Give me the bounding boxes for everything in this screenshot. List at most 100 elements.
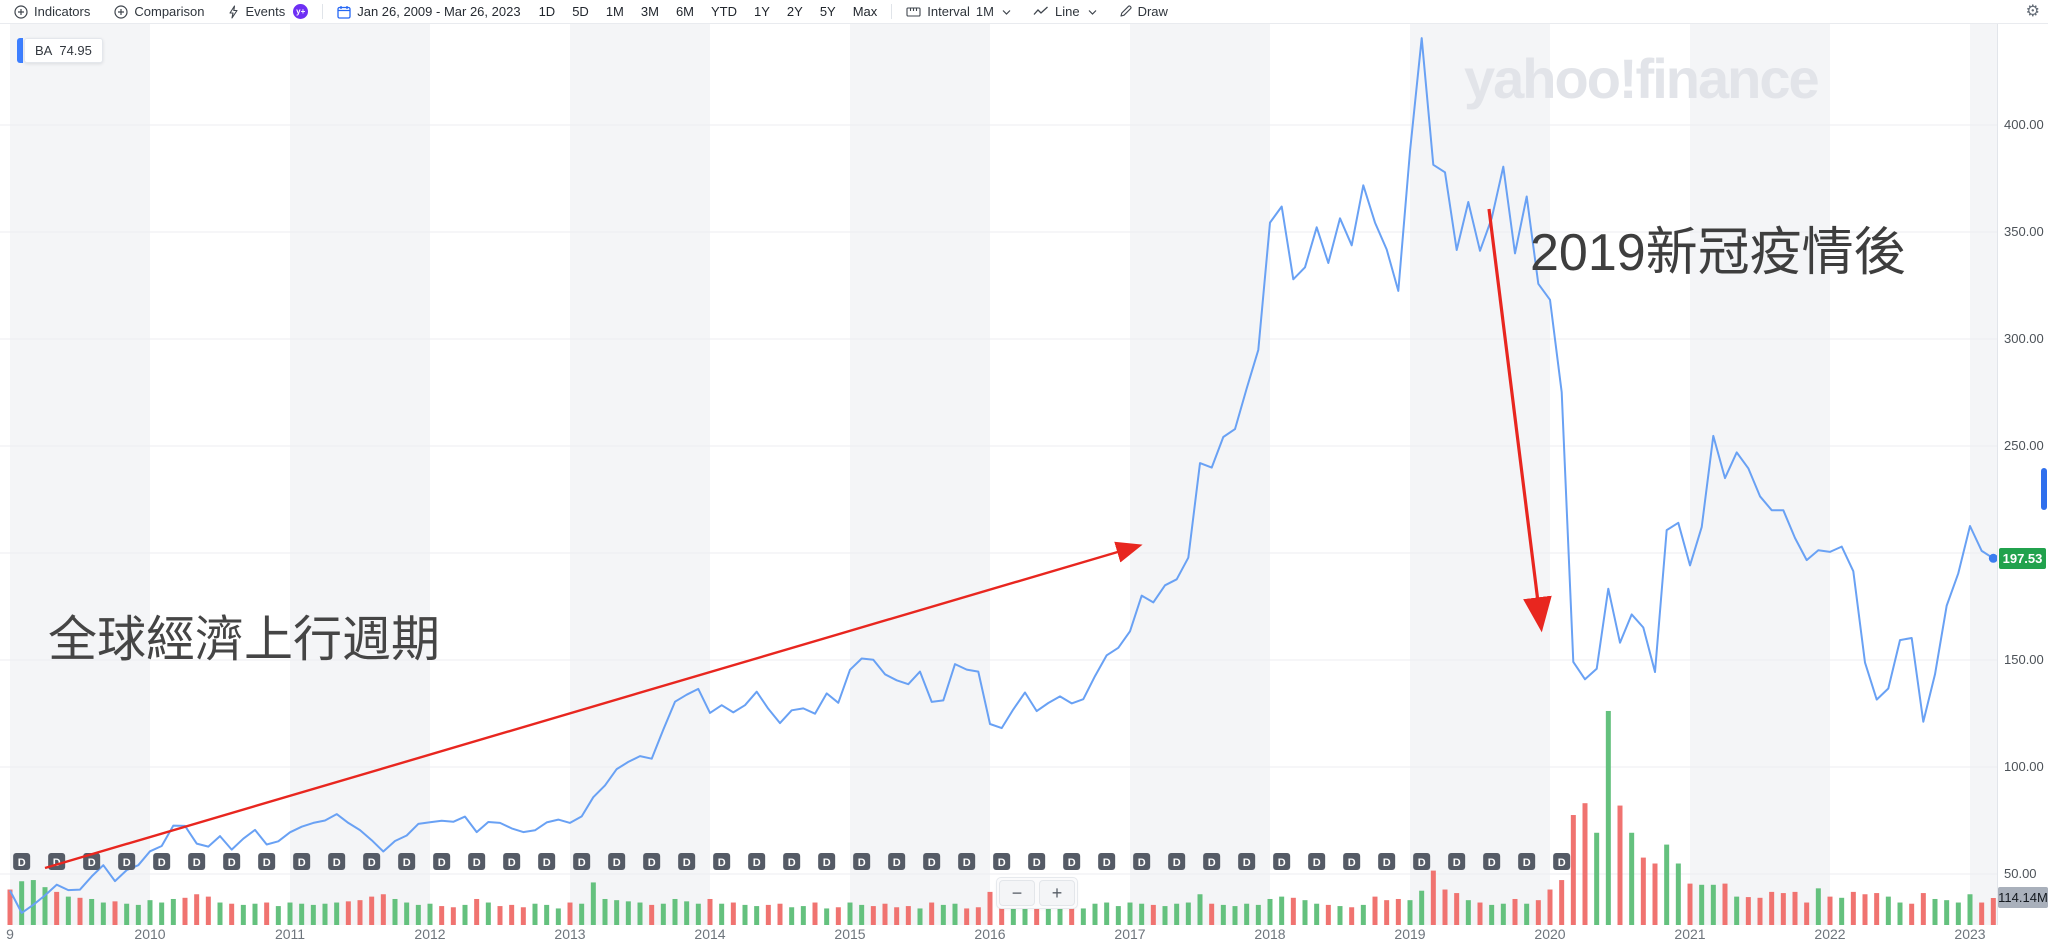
- volume-bar: [1337, 906, 1343, 925]
- svg-text:D: D: [1033, 857, 1041, 869]
- price-axis-label: 350.00: [2004, 224, 2044, 239]
- dividend-marker[interactable]: D: [223, 853, 241, 870]
- svg-text:D: D: [473, 857, 481, 869]
- dividend-marker[interactable]: D: [1518, 853, 1536, 870]
- circle-plus-icon: [114, 4, 128, 19]
- volume-bar: [1290, 897, 1296, 925]
- dividend-marker[interactable]: D: [958, 853, 976, 870]
- dividend-marker[interactable]: D: [1168, 853, 1186, 870]
- price-line-series: [9, 37, 1998, 914]
- volume-bar: [1640, 857, 1646, 925]
- volume-bar: [1092, 903, 1098, 925]
- dividend-marker[interactable]: D: [678, 853, 696, 870]
- dividend-marker[interactable]: D: [328, 853, 346, 870]
- date-range-button[interactable]: Jan 26, 2009 - Mar 26, 2023: [337, 4, 521, 19]
- dividend-marker[interactable]: D: [1238, 853, 1256, 870]
- dividend-marker[interactable]: D: [258, 853, 276, 870]
- dividend-marker[interactable]: D: [503, 853, 521, 870]
- dividend-marker[interactable]: D: [1413, 853, 1431, 870]
- zoom-out-button[interactable]: −: [999, 880, 1035, 906]
- dividend-marker[interactable]: D: [363, 853, 381, 870]
- chart-type-dropdown[interactable]: Line: [1033, 4, 1097, 19]
- range-button-2y[interactable]: 2Y: [786, 4, 803, 19]
- range-button-1d[interactable]: 1D: [538, 4, 556, 19]
- dividend-marker[interactable]: D: [83, 853, 101, 870]
- dividend-marker[interactable]: D: [783, 853, 801, 870]
- indicators-button[interactable]: Indicators: [14, 4, 90, 19]
- dividend-marker[interactable]: D: [1028, 853, 1046, 870]
- dividend-marker[interactable]: D: [643, 853, 661, 870]
- range-button-6m[interactable]: 6M: [675, 4, 694, 19]
- dividend-marker[interactable]: D: [748, 853, 766, 870]
- settings-gear-icon[interactable]: ⚙: [2025, 3, 2040, 20]
- ticker-badge[interactable]: BA 74.95: [17, 38, 103, 63]
- interval-dropdown[interactable]: Interval 1M: [906, 4, 1011, 19]
- dividend-marker[interactable]: D: [888, 853, 906, 870]
- dividend-marker[interactable]: D: [573, 853, 591, 870]
- volume-bar: [299, 903, 305, 925]
- range-button-group: 1D 5D 1M 3M 6M YTD 1Y 2Y 5Y Max: [539, 4, 878, 19]
- range-button-3m[interactable]: 3M: [640, 4, 659, 19]
- volume-bar: [987, 891, 993, 925]
- volume-bar: [1710, 884, 1716, 925]
- dividend-marker[interactable]: D: [118, 853, 136, 870]
- dividend-marker[interactable]: D: [188, 853, 206, 870]
- dividend-marker[interactable]: D: [608, 853, 626, 870]
- range-button-max[interactable]: Max: [852, 4, 878, 19]
- svg-text:D: D: [53, 857, 61, 869]
- dividend-marker[interactable]: D: [1203, 853, 1221, 870]
- dividend-marker[interactable]: D: [1343, 853, 1361, 870]
- dividend-marker[interactable]: D: [433, 853, 451, 870]
- dividend-marker[interactable]: D: [1273, 853, 1291, 870]
- range-button-ytd[interactable]: YTD: [711, 4, 737, 19]
- range-button-1y[interactable]: 1Y: [754, 4, 770, 19]
- volume-bar: [1780, 893, 1786, 925]
- dividend-marker[interactable]: D: [398, 853, 416, 870]
- dividend-marker[interactable]: D: [293, 853, 311, 870]
- draw-button[interactable]: Draw: [1119, 4, 1168, 19]
- volume-bar: [1209, 903, 1215, 925]
- dividend-marker[interactable]: D: [818, 853, 836, 870]
- dividend-marker[interactable]: D: [1553, 853, 1571, 870]
- dividend-marker[interactable]: D: [923, 853, 941, 870]
- volume-bar: [345, 901, 351, 925]
- dividend-marker[interactable]: D: [1378, 853, 1396, 870]
- volume-bar: [42, 887, 48, 925]
- volume-bar: [1220, 904, 1226, 925]
- dividend-marker[interactable]: D: [1098, 853, 1116, 870]
- volume-bar: [1839, 897, 1845, 925]
- volume-bar: [1384, 900, 1390, 925]
- comparison-button[interactable]: Comparison: [114, 4, 204, 19]
- svg-text:D: D: [1523, 857, 1531, 869]
- dividend-marker[interactable]: D: [1483, 853, 1501, 870]
- dividend-marker[interactable]: D: [1308, 853, 1326, 870]
- zoom-in-button[interactable]: +: [1039, 880, 1075, 906]
- x-axis-year-label: 2022: [1814, 926, 1846, 942]
- dividend-marker[interactable]: D: [1063, 853, 1081, 870]
- dividend-marker[interactable]: D: [468, 853, 486, 870]
- dividend-marker[interactable]: D: [1448, 853, 1466, 870]
- svg-text:D: D: [893, 857, 901, 869]
- dividend-marker[interactable]: D: [713, 853, 731, 870]
- dividend-marker[interactable]: D: [13, 853, 31, 870]
- range-button-1m[interactable]: 1M: [605, 4, 624, 19]
- axis-scroll-handle[interactable]: [2041, 468, 2047, 510]
- range-button-5y[interactable]: 5Y: [819, 4, 836, 19]
- svg-text:D: D: [613, 857, 621, 869]
- volume-bar: [1372, 896, 1378, 925]
- volume-bar: [614, 900, 620, 925]
- dividend-marker[interactable]: D: [993, 853, 1011, 870]
- dividend-marker[interactable]: D: [1133, 853, 1151, 870]
- dividend-marker[interactable]: D: [153, 853, 171, 870]
- dividend-marker[interactable]: D: [853, 853, 871, 870]
- events-button[interactable]: Events y+: [228, 4, 309, 19]
- x-axis-year-label: 2023: [1954, 926, 1986, 942]
- range-button-5d[interactable]: 5D: [572, 4, 589, 19]
- dividend-marker[interactable]: D: [538, 853, 556, 870]
- price-axis-border: [1997, 23, 1998, 925]
- volume-bar: [719, 903, 725, 925]
- volume-bar: [1617, 805, 1623, 925]
- chart-type-value: Line: [1054, 4, 1080, 19]
